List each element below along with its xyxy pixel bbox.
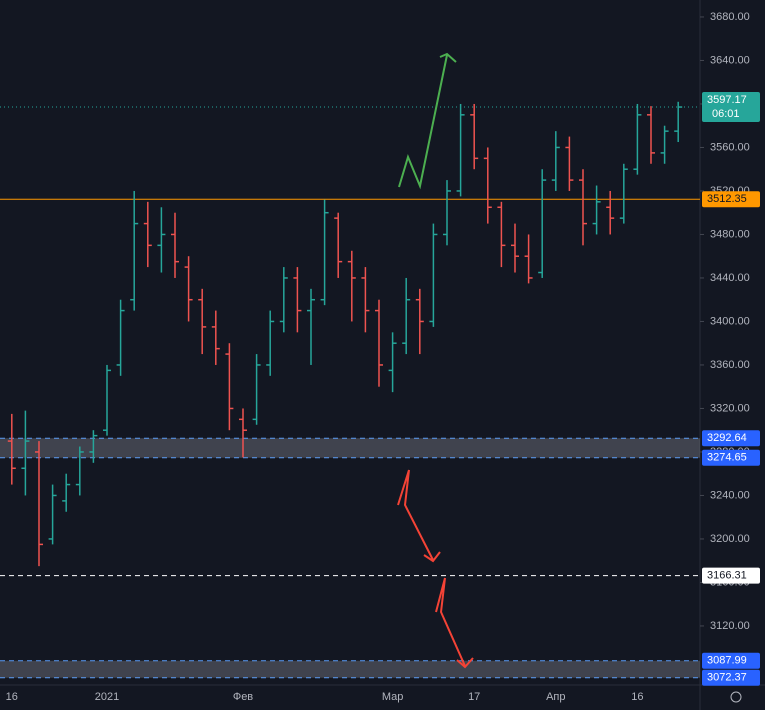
countdown: 06:01 — [712, 108, 740, 120]
y-tick-label: 3400.00 — [710, 315, 750, 327]
y-tick-label: 3120.00 — [710, 620, 750, 632]
up-arrow-head — [439, 52, 457, 63]
x-tick-label: 17 — [468, 691, 480, 703]
y-tick-label: 3240.00 — [710, 489, 750, 501]
y-tick-label: 3440.00 — [710, 272, 750, 284]
x-tick-label: 16 — [631, 691, 643, 703]
price-tag — [702, 449, 760, 466]
x-tick-label: 16 — [6, 691, 18, 703]
up-arrow — [398, 54, 448, 190]
settings-icon[interactable] — [730, 691, 742, 703]
price-tag-label: 3087.99 — [707, 655, 747, 667]
price-tag-label: 3597.17 — [707, 94, 747, 106]
zone — [0, 438, 700, 458]
price-tag — [702, 669, 760, 686]
x-tick-label: Апр — [546, 691, 565, 703]
y-tick-label: 3560.00 — [710, 141, 750, 153]
x-tick-label: Мар — [382, 691, 404, 703]
price-labels: 3120.003160.003200.003240.003280.003320.… — [6, 11, 760, 703]
y-tick-label: 3480.00 — [710, 228, 750, 240]
price-tag — [702, 430, 760, 447]
zone — [0, 660, 700, 678]
y-tick-label: 3680.00 — [710, 11, 750, 23]
price-tag — [702, 191, 760, 208]
annotations — [397, 52, 474, 669]
price-tag — [702, 652, 760, 669]
down-arrow — [435, 577, 466, 667]
y-tick-label: 3640.00 — [710, 54, 750, 66]
down-arrow — [397, 469, 434, 561]
down-arrow-head — [456, 657, 474, 669]
y-tick-label: 3360.00 — [710, 359, 750, 371]
price-tag — [702, 567, 760, 584]
price-tag-label: 3166.31 — [707, 569, 747, 581]
price-tag-label: 3292.64 — [707, 432, 747, 444]
y-tick-label: 3200.00 — [710, 533, 750, 545]
x-tick-label: 2021 — [95, 691, 119, 703]
x-tick-label: Фев — [233, 691, 253, 703]
down-arrow-head — [423, 551, 441, 563]
price-tag-label: 3274.65 — [707, 452, 747, 464]
price-tag-label: 3072.37 — [707, 672, 747, 684]
price-tag — [702, 92, 760, 123]
price-tag-label: 3512.35 — [707, 193, 747, 205]
plot — [0, 16, 704, 679]
y-tick-label: 3320.00 — [710, 402, 750, 414]
